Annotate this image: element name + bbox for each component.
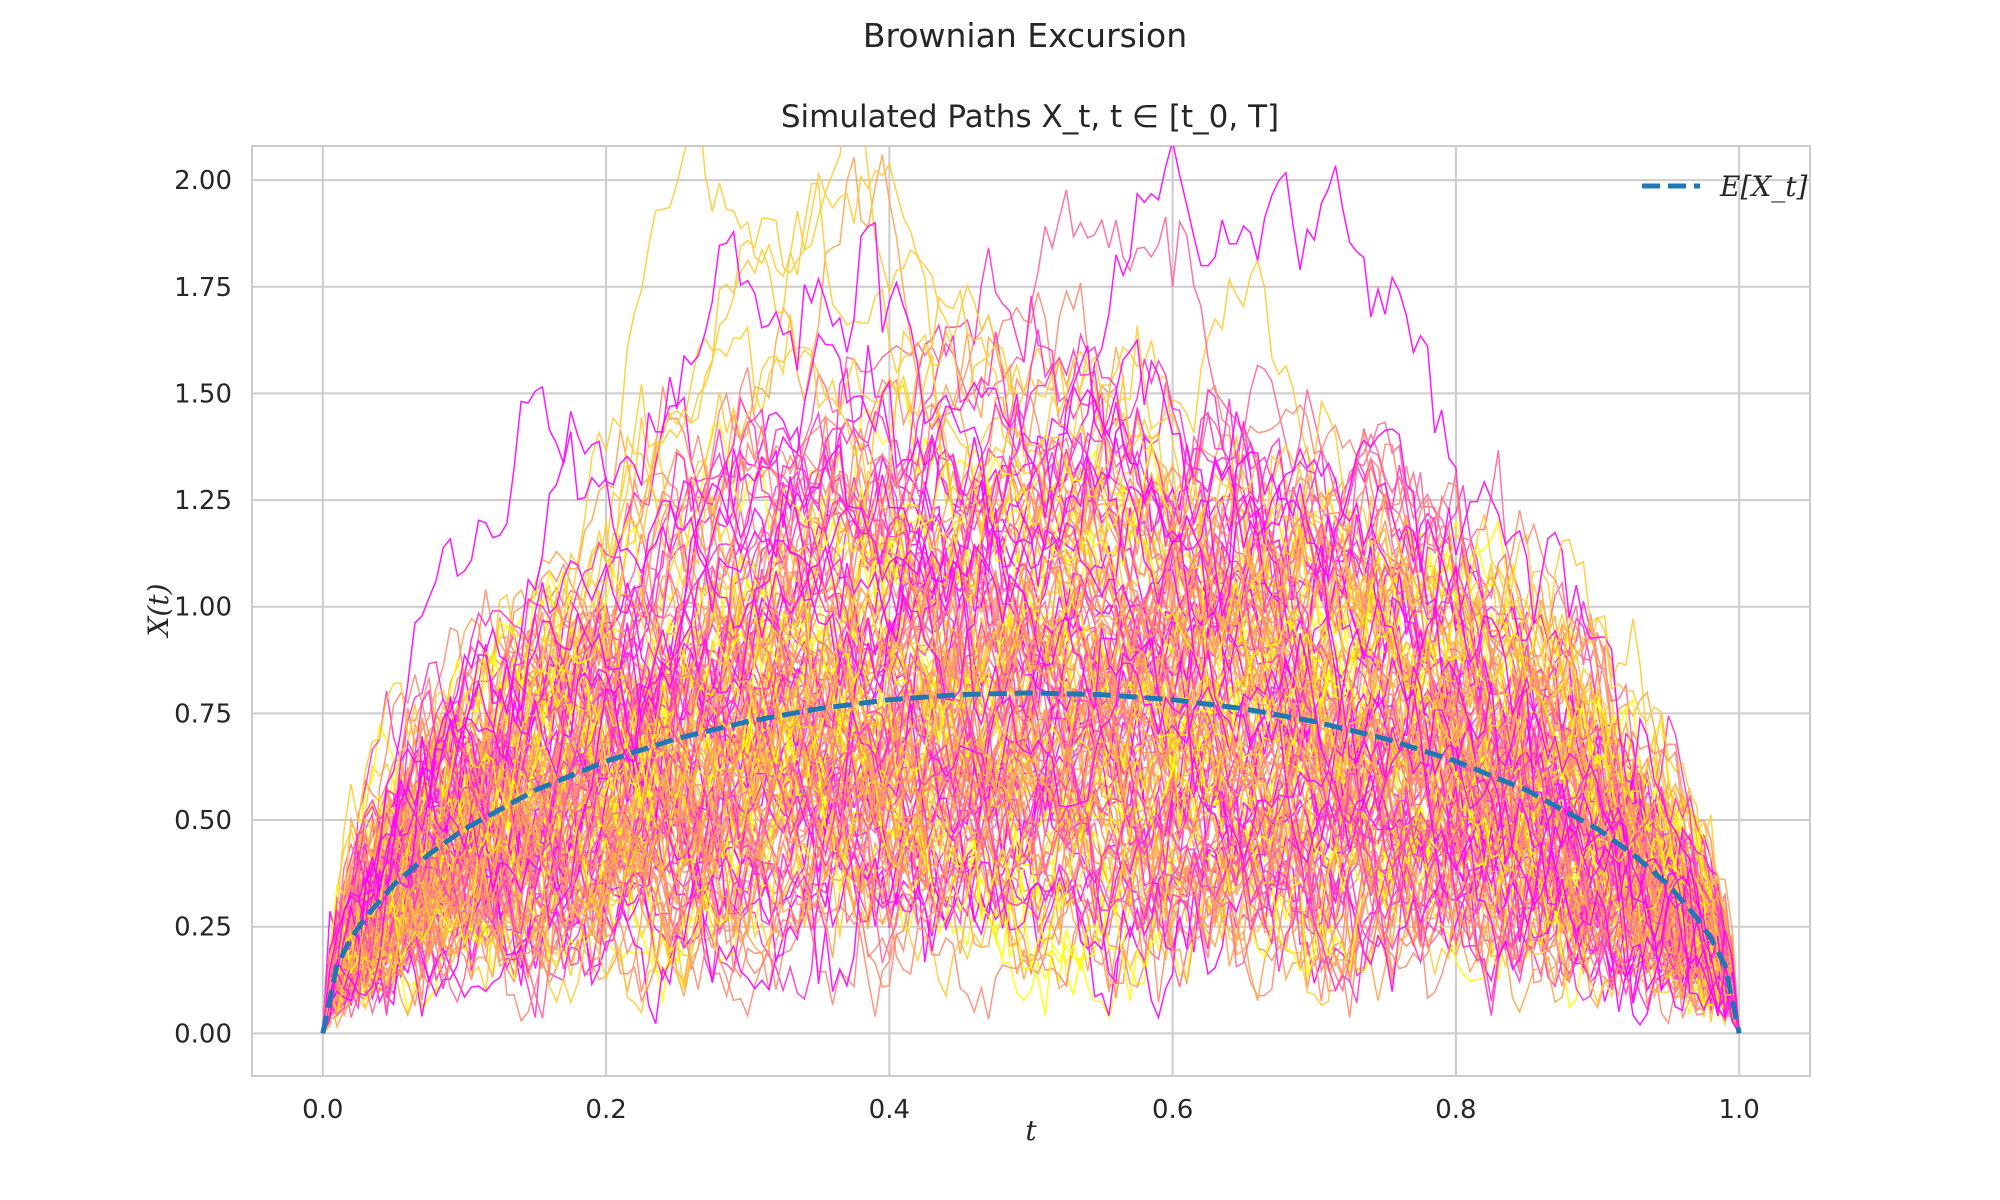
path-line [322, 705, 1740, 1034]
mean-line [320, 690, 1742, 1034]
x-axis-ticks: 0.0 0.2 0.4 0.6 0.8 1.0 [302, 1095, 1760, 1125]
x-tick-label: 0.0 [302, 1095, 343, 1125]
path-line [322, 465, 1740, 1034]
y-tick-label: 0.25 [174, 913, 232, 943]
path-line [322, 505, 1740, 1034]
y-tick-label: 0.50 [174, 806, 232, 836]
simulated-paths [322, 146, 1740, 1034]
path-line [322, 510, 1740, 1034]
path-line [322, 512, 1740, 1034]
path-line [322, 154, 1740, 1034]
path-line [322, 510, 1740, 1034]
x-tick-label: 0.4 [869, 1095, 910, 1125]
chart-subtitle: Simulated Paths X_t, t ∈ [t_0, T] [781, 99, 1279, 135]
path-line [322, 669, 1740, 1034]
y-axis-label: X(t) [142, 583, 175, 638]
chart-title: Brownian Excursion [863, 16, 1187, 55]
path-line [322, 482, 1740, 1034]
path-line [322, 328, 1740, 1034]
y-axis-ticks: 0.00 0.25 0.50 0.75 1.00 1.25 1.50 1.75 2.00 [174, 166, 232, 1049]
y-tick-label: 0.75 [174, 699, 232, 729]
path-line [322, 584, 1740, 1034]
legend: E[X_t] [1642, 170, 1808, 203]
legend-label-mean: E[X_t] [1719, 170, 1808, 203]
y-tick-label: 1.50 [174, 379, 232, 409]
path-line [322, 146, 1740, 1034]
y-tick-label: 1.25 [174, 486, 232, 516]
path-line [322, 484, 1740, 1034]
x-tick-label: 1.0 [1719, 1095, 1760, 1125]
path-line [322, 449, 1740, 1034]
path-line [322, 713, 1740, 1034]
path-line [322, 400, 1740, 1034]
x-tick-label: 0.6 [1152, 1095, 1193, 1125]
path-line [322, 338, 1740, 1034]
path-line [322, 385, 1740, 1034]
path-line [322, 470, 1740, 1034]
path-line [322, 438, 1740, 1034]
x-tick-label: 0.2 [585, 1095, 626, 1125]
y-tick-label: 0.00 [174, 1019, 232, 1049]
path-line [322, 325, 1740, 1034]
path-line [322, 221, 1740, 1034]
mean-curve [320, 690, 1742, 1034]
y-tick-label: 2.00 [174, 166, 232, 196]
x-axis-label: t [1025, 1114, 1037, 1147]
path-line [322, 332, 1740, 1034]
y-tick-label: 1.75 [174, 273, 232, 303]
path-line [322, 672, 1740, 1034]
path-line [322, 482, 1740, 1034]
y-tick-label: 1.00 [174, 593, 232, 623]
path-line [322, 435, 1740, 1034]
path-line [322, 565, 1740, 1034]
path-line [322, 447, 1740, 1034]
path-line [322, 752, 1740, 1034]
x-tick-label: 0.8 [1435, 1095, 1476, 1125]
path-line [322, 602, 1740, 1034]
